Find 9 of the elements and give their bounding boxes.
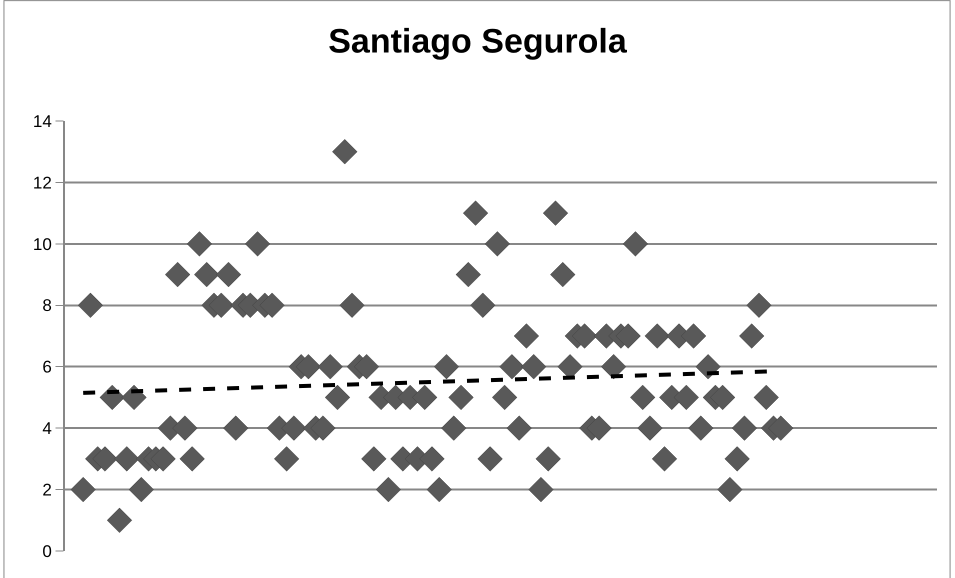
y-tick-label: 6 [42,358,52,377]
y-tick-label: 4 [42,419,52,438]
y-tick-label: 10 [32,234,52,254]
y-tick-label: 14 [32,112,52,131]
y-tick-label: 0 [42,542,52,561]
y-tick-label: 12 [32,173,52,192]
chart-title: Santiago Segurola [328,22,628,60]
y-tick-label: 8 [42,296,52,316]
y-tick-label: 2 [42,480,52,500]
